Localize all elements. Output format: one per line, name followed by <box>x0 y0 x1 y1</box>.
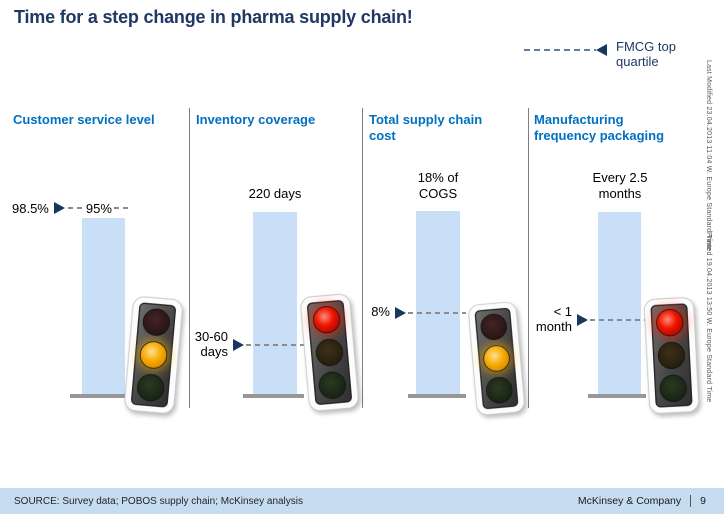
company-name: McKinsey & Company <box>577 495 682 507</box>
benchmark-dashed-line <box>67 207 84 209</box>
traffic-light-icon <box>300 293 359 412</box>
panel-title: Manufacturing frequency packaging <box>534 112 665 144</box>
legend-dashed-line <box>524 49 596 51</box>
benchmark-dashed-line <box>246 344 307 346</box>
value-bar <box>416 211 460 395</box>
bar-value-label: 18% of COGS <box>417 170 459 201</box>
panel-title: Customer service level <box>13 112 155 127</box>
bar-value-label: Every 2.5 months <box>592 170 648 201</box>
bar-baseline <box>588 394 646 398</box>
benchmark-marker: 8% <box>366 304 466 321</box>
benchmark-marker: < 1 month <box>528 304 645 335</box>
panel-divider <box>528 108 529 408</box>
benchmark-legend: FMCG top quartile <box>524 39 676 70</box>
arrow-right-icon <box>577 314 588 326</box>
traffic-light-icon <box>468 301 525 416</box>
printed-stamp: Printed 19.04.2013 13:50 W. Europe Stand… <box>705 232 712 403</box>
traffic-light-icon <box>643 297 700 414</box>
benchmark-marker: 30-60 days <box>186 329 307 360</box>
benchmark-dashed-line <box>590 319 645 321</box>
value-bar <box>253 212 297 395</box>
panel-divider <box>362 108 363 408</box>
bar-baseline <box>70 394 128 398</box>
panel-title: Inventory coverage <box>196 112 316 127</box>
arrow-right-icon <box>53 202 65 214</box>
arrow-right-icon <box>233 339 244 351</box>
footer-band: SOURCE: Survey data; POBOS supply chain;… <box>0 488 724 514</box>
panel-title: Total supply chain cost <box>369 112 483 144</box>
footer-separator <box>690 495 692 507</box>
last-modified-stamp: Last Modified 23.04.2013 11:04 W. Europe… <box>705 60 712 251</box>
panel-divider <box>189 108 190 408</box>
bar-value-label: 220 days <box>248 186 302 201</box>
benchmark-label: < 1 month <box>535 304 572 334</box>
bar-baseline <box>243 394 304 398</box>
benchmark-label: 98.5% <box>12 200 49 216</box>
value-bar <box>82 218 125 395</box>
traffic-light-icon <box>124 296 183 414</box>
benchmark-dashed-line <box>408 311 466 314</box>
value-bar <box>598 212 641 395</box>
page-title: Time for a step change in pharma supply … <box>14 7 413 27</box>
bar-baseline <box>408 394 466 398</box>
page-number: 9 <box>700 495 706 507</box>
benchmark-label: 30-60 days <box>194 329 228 359</box>
footer-right: McKinsey & Company 9 <box>578 495 706 507</box>
legend-label: FMCG top quartile <box>616 39 676 69</box>
benchmark-label: 8% <box>371 304 390 320</box>
source-note: SOURCE: Survey data; POBOS supply chain;… <box>14 495 304 507</box>
arrow-right-icon <box>395 306 406 319</box>
legend-arrow-left-icon <box>596 44 607 56</box>
benchmark-dashed-line <box>113 207 130 209</box>
bar-value-label: 95% <box>85 200 112 216</box>
benchmark-marker: 98.5% 95% <box>12 199 130 217</box>
